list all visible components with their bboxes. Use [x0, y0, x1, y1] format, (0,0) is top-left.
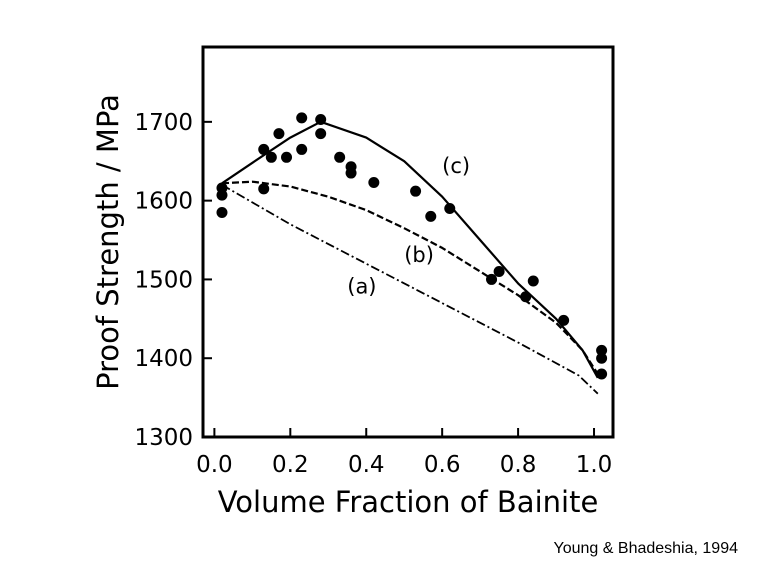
labels-layer: (c) (b) (a) — [347, 154, 470, 299]
y-tick-label: 1300 — [134, 425, 193, 451]
plot-frame — [201, 45, 615, 439]
data-point — [281, 151, 293, 163]
data-point — [334, 151, 346, 163]
data-point — [315, 128, 327, 140]
data-point — [296, 143, 308, 155]
data-point — [493, 266, 505, 278]
data-point — [596, 352, 608, 364]
y-tick-label: 1500 — [134, 267, 193, 293]
data-point — [486, 273, 498, 285]
data-point — [273, 128, 285, 140]
x-tick-label: 0.2 — [272, 452, 309, 478]
curve-a — [221, 184, 599, 395]
data-point — [596, 368, 608, 380]
curve-label-c: (c) — [442, 154, 470, 178]
x-tick-label: 0.0 — [196, 452, 233, 478]
y-tick-label: 1600 — [134, 189, 193, 215]
data-point — [558, 314, 570, 326]
data-point — [444, 203, 456, 215]
y-tick-label: 1700 — [134, 110, 193, 136]
data-point — [216, 206, 228, 218]
data-point — [425, 210, 437, 222]
x-axis-label: Volume Fraction of Bainite — [218, 485, 599, 519]
data-point — [296, 112, 308, 124]
curve-label-b: (b) — [404, 243, 434, 267]
curve-label-a: (a) — [347, 275, 376, 299]
x-tick-label: 1.0 — [576, 452, 613, 478]
data-point — [345, 167, 357, 179]
data-point — [527, 275, 539, 287]
y-tick-label: 1400 — [134, 346, 193, 372]
data-point — [258, 183, 270, 195]
points-layer — [216, 112, 608, 380]
ticks-layer: 0.0 0.2 0.4 0.6 0.8 1.0 1300 1400 1500 1600 1700 — [134, 110, 612, 478]
data-point — [410, 185, 422, 197]
data-point — [596, 344, 608, 356]
x-tick-label: 0.6 — [424, 452, 461, 478]
data-point — [315, 113, 327, 125]
data-point — [258, 143, 270, 155]
data-point — [216, 189, 228, 201]
y-axis-label: Proof Strength / MPa — [91, 94, 125, 390]
x-tick-label: 0.8 — [500, 452, 537, 478]
x-tick-label: 0.4 — [348, 452, 385, 478]
curve-b — [221, 180, 599, 375]
data-point — [520, 291, 532, 303]
source-credit: Young & Bhadeshia, 1994 — [553, 540, 738, 557]
data-point — [368, 177, 380, 189]
data-point — [265, 151, 277, 163]
